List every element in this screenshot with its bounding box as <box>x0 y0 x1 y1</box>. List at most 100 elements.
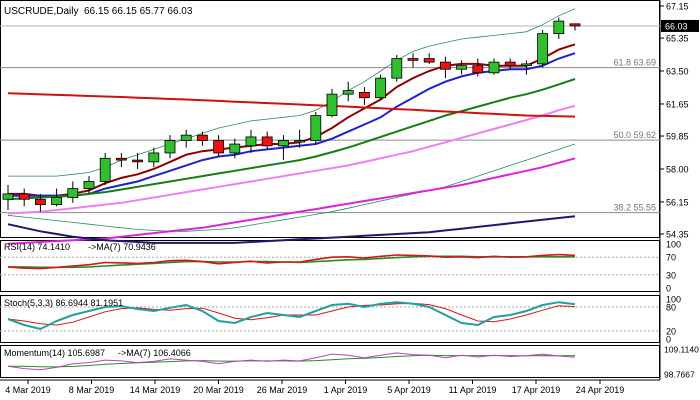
candle <box>310 111 322 145</box>
candle-body-up <box>51 197 62 206</box>
candle-body-down <box>407 58 419 61</box>
candle <box>521 60 532 75</box>
candle-body-up <box>148 152 160 163</box>
moving-average-line <box>7 78 576 201</box>
candle <box>569 23 581 31</box>
candle <box>180 129 192 148</box>
rsi-line <box>7 253 576 270</box>
candle <box>148 147 160 168</box>
momentum-scale-label: 109.1140 <box>664 345 699 355</box>
candle <box>116 152 127 168</box>
candle <box>67 181 79 203</box>
candle-body-down <box>358 91 370 99</box>
candle-body-down <box>569 23 581 27</box>
time-axis-label: 26 Mar 2019 <box>257 385 308 395</box>
price-axis-label: 59.85 <box>666 132 689 142</box>
candle <box>213 135 225 157</box>
candle-body-down <box>213 140 225 154</box>
candle-body-up <box>83 181 95 189</box>
candle <box>326 88 338 118</box>
last-price-background <box>661 19 699 32</box>
candle <box>196 131 208 146</box>
time-axis-label: 14 Mar 2019 <box>130 385 181 395</box>
candle <box>229 138 241 159</box>
rsi-scale-label: 30 <box>666 270 676 280</box>
time-axis-label: 20 Mar 2019 <box>193 385 244 395</box>
stoch-scale-label: 20 <box>666 327 676 337</box>
moving-average-line <box>7 157 576 245</box>
candle-body-down <box>35 198 46 206</box>
candle-body-up <box>488 61 500 74</box>
candle <box>294 129 306 148</box>
candle <box>245 129 257 153</box>
candle-body-up <box>553 20 565 35</box>
chart-title: USCRUDE,Daily <box>4 6 78 17</box>
time-axis-label: 5 Apr 2019 <box>387 385 431 395</box>
candle-body-up <box>375 77 387 99</box>
price-axis-label: 54.35 <box>666 230 689 240</box>
candle-body-up <box>521 63 532 67</box>
time-axis-label: 4 Mar 2019 <box>5 385 51 395</box>
candle <box>488 58 500 75</box>
rsi-scale-label: 0 <box>666 284 671 294</box>
last-price-label: 66.03 <box>665 21 688 31</box>
candle-body-up <box>537 33 548 65</box>
candle-body-up <box>277 140 289 147</box>
fib-level-label: 50.0 59.62 <box>613 130 656 140</box>
candle <box>342 81 354 102</box>
moving-average-line <box>7 215 576 244</box>
stoch-scale-label: 100 <box>666 295 681 305</box>
candle <box>456 60 468 75</box>
stoch-k-line <box>7 301 576 331</box>
candle-body-up <box>67 188 79 198</box>
candle <box>99 152 111 186</box>
candle <box>83 176 95 194</box>
candle <box>277 135 289 161</box>
candle <box>439 56 451 79</box>
stoch-label: Stoch(5,3,3) 86.6944 81.1951 <box>4 298 123 308</box>
candle-body-up <box>229 143 241 154</box>
price-axis-label: 67.15 <box>666 2 689 12</box>
candle <box>553 17 565 39</box>
candle-body-up <box>456 65 468 70</box>
candle <box>51 188 62 207</box>
candle-body-up <box>245 136 257 147</box>
time-axis-label: 8 Mar 2019 <box>69 385 115 395</box>
price-axis-label: 63.50 <box>666 67 689 77</box>
candle-body-down <box>261 136 273 147</box>
fib-level-label: 61.8 63.69 <box>613 58 656 68</box>
candle-body-down <box>423 58 435 63</box>
price-axis-label: 58.00 <box>666 164 689 174</box>
candle <box>375 74 387 100</box>
bollinger-lower-line <box>7 143 576 232</box>
rsi-scale-label: 70 <box>666 253 676 263</box>
candle-body-up <box>99 157 111 182</box>
candle <box>261 131 273 150</box>
momentum-scale-label: 98.7667 <box>664 370 695 380</box>
candle <box>35 193 46 212</box>
fib-level-label: 38.2 55.55 <box>613 203 656 213</box>
momentum-line <box>7 352 576 371</box>
stoch-scale-label: 0 <box>666 335 671 345</box>
candle <box>423 53 435 64</box>
moving-average-line <box>7 92 576 118</box>
candle-body-down <box>132 159 144 163</box>
time-axis-label: 11 Apr 2019 <box>449 385 497 395</box>
last-price-tag: 66.03 <box>661 19 699 32</box>
candle-body-up <box>180 134 192 141</box>
candle-body-up <box>342 90 354 95</box>
candle <box>391 54 403 82</box>
price-axis-label: 65.35 <box>666 34 689 44</box>
candle <box>407 53 419 68</box>
candle-body-up <box>164 140 176 154</box>
pane-frame-price <box>0 0 660 238</box>
rsi-ma-label: ->MA(7) 70.9436 <box>88 242 156 252</box>
candle-body-down <box>504 61 516 67</box>
time-axis-label: 17 Apr 2019 <box>512 385 561 395</box>
time-axis-label: 24 Apr 2019 <box>576 385 625 395</box>
candle <box>504 58 516 70</box>
bollinger-upper-line <box>8 8 576 177</box>
candle <box>472 58 484 77</box>
candle-body-down <box>196 134 208 141</box>
